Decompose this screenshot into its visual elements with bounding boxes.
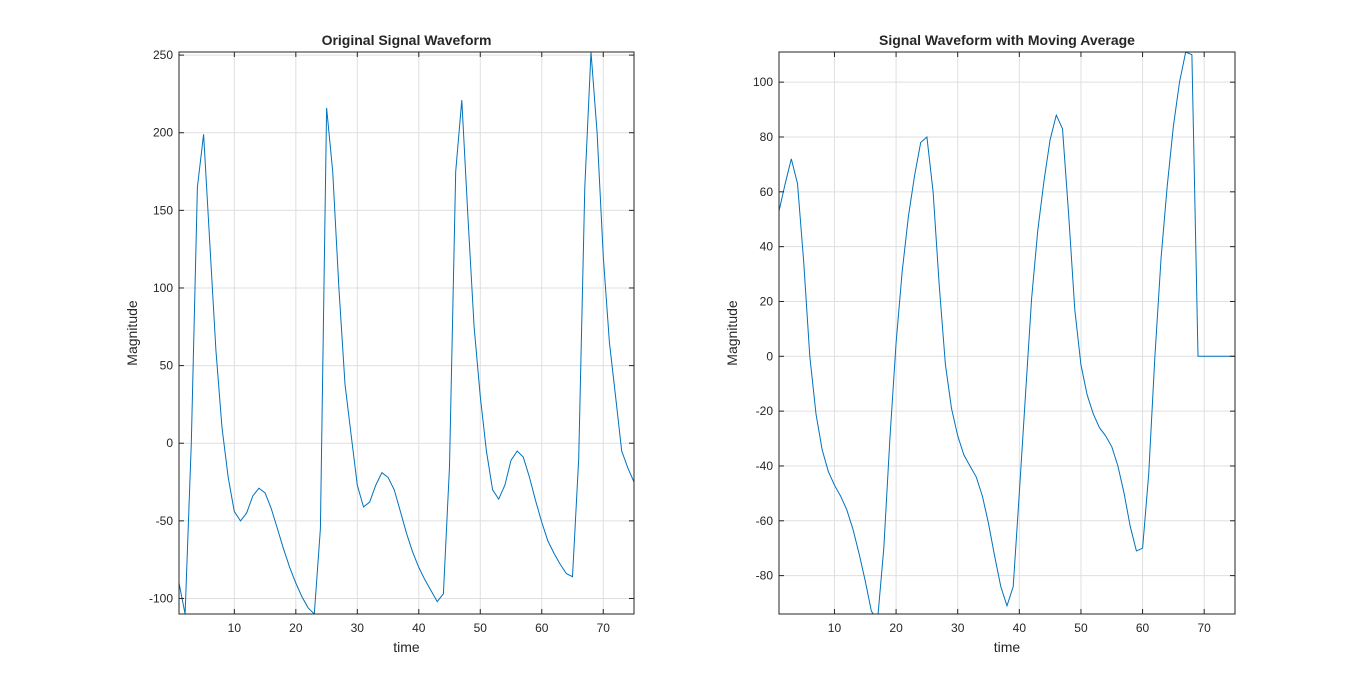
- tick-marks: [179, 52, 634, 614]
- x-tick-label: 50: [474, 621, 488, 635]
- x-tick-label: 70: [1198, 621, 1212, 635]
- x-tick-label: 30: [951, 621, 965, 635]
- y-tick-label: -60: [756, 514, 774, 528]
- y-tick-label: -20: [756, 404, 774, 418]
- moving-average-chart: 10 20 30 40 50 60 70 -80 -60 -40 -20 0 20 40 60 80 100 S…: [724, 32, 1236, 655]
- x-tick-label: 20: [289, 621, 303, 635]
- chart-title: Original Signal Waveform: [322, 32, 492, 48]
- tick-labels: 10 20 30 40 50 60 70 -100 -50 0 50 100 150 200 250: [149, 48, 610, 635]
- series-line: [179, 52, 634, 614]
- y-tick-label: 250: [153, 48, 173, 62]
- original-signal-chart: 10 20 30 40 50 60 70 -100 -50 0 50 100 150 200 250 Ori…: [124, 32, 635, 655]
- y-axis-label: Magnitude: [124, 300, 140, 366]
- x-tick-label: 10: [828, 621, 842, 635]
- axes-frame: [778, 51, 1236, 615]
- x-tick-label: 70: [597, 621, 611, 635]
- series-line: [779, 52, 1235, 614]
- x-axis-label: time: [393, 639, 420, 655]
- chart-title: Signal Waveform with Moving Average: [879, 32, 1135, 48]
- chart-grid: [179, 52, 634, 614]
- x-tick-label: 50: [1074, 621, 1088, 635]
- x-tick-label: 30: [351, 621, 365, 635]
- y-tick-label: 150: [153, 203, 173, 217]
- y-tick-label: 0: [166, 436, 173, 450]
- y-tick-label: 20: [760, 294, 774, 308]
- y-tick-label: 200: [153, 126, 173, 140]
- y-tick-label: 80: [760, 130, 774, 144]
- y-tick-label: 100: [153, 281, 173, 295]
- tick-labels: 10 20 30 40 50 60 70 -80 -60 -40 -20 0 20 40 60 80 100: [753, 75, 1211, 635]
- x-tick-label: 60: [535, 621, 549, 635]
- y-tick-label: -40: [756, 459, 774, 473]
- x-tick-label: 40: [1013, 621, 1027, 635]
- y-tick-label: 40: [760, 240, 774, 254]
- chart-grid: [779, 52, 1235, 614]
- y-tick-label: 100: [753, 75, 773, 89]
- x-tick-label: 20: [889, 621, 903, 635]
- tick-marks: [779, 52, 1235, 614]
- x-axis-label: time: [994, 639, 1021, 655]
- y-axis-label: Magnitude: [724, 300, 740, 366]
- y-tick-label: 50: [160, 359, 174, 373]
- series-layer: [779, 52, 1235, 614]
- y-tick-label: -50: [156, 514, 174, 528]
- axes-frame: [178, 51, 635, 615]
- x-tick-label: 40: [412, 621, 426, 635]
- x-tick-label: 60: [1136, 621, 1150, 635]
- x-tick-label: 10: [228, 621, 242, 635]
- series-layer: [179, 52, 634, 614]
- y-tick-label: -100: [149, 591, 173, 605]
- y-tick-label: 0: [766, 349, 773, 363]
- y-tick-label: 60: [760, 185, 774, 199]
- y-tick-label: -80: [756, 569, 774, 583]
